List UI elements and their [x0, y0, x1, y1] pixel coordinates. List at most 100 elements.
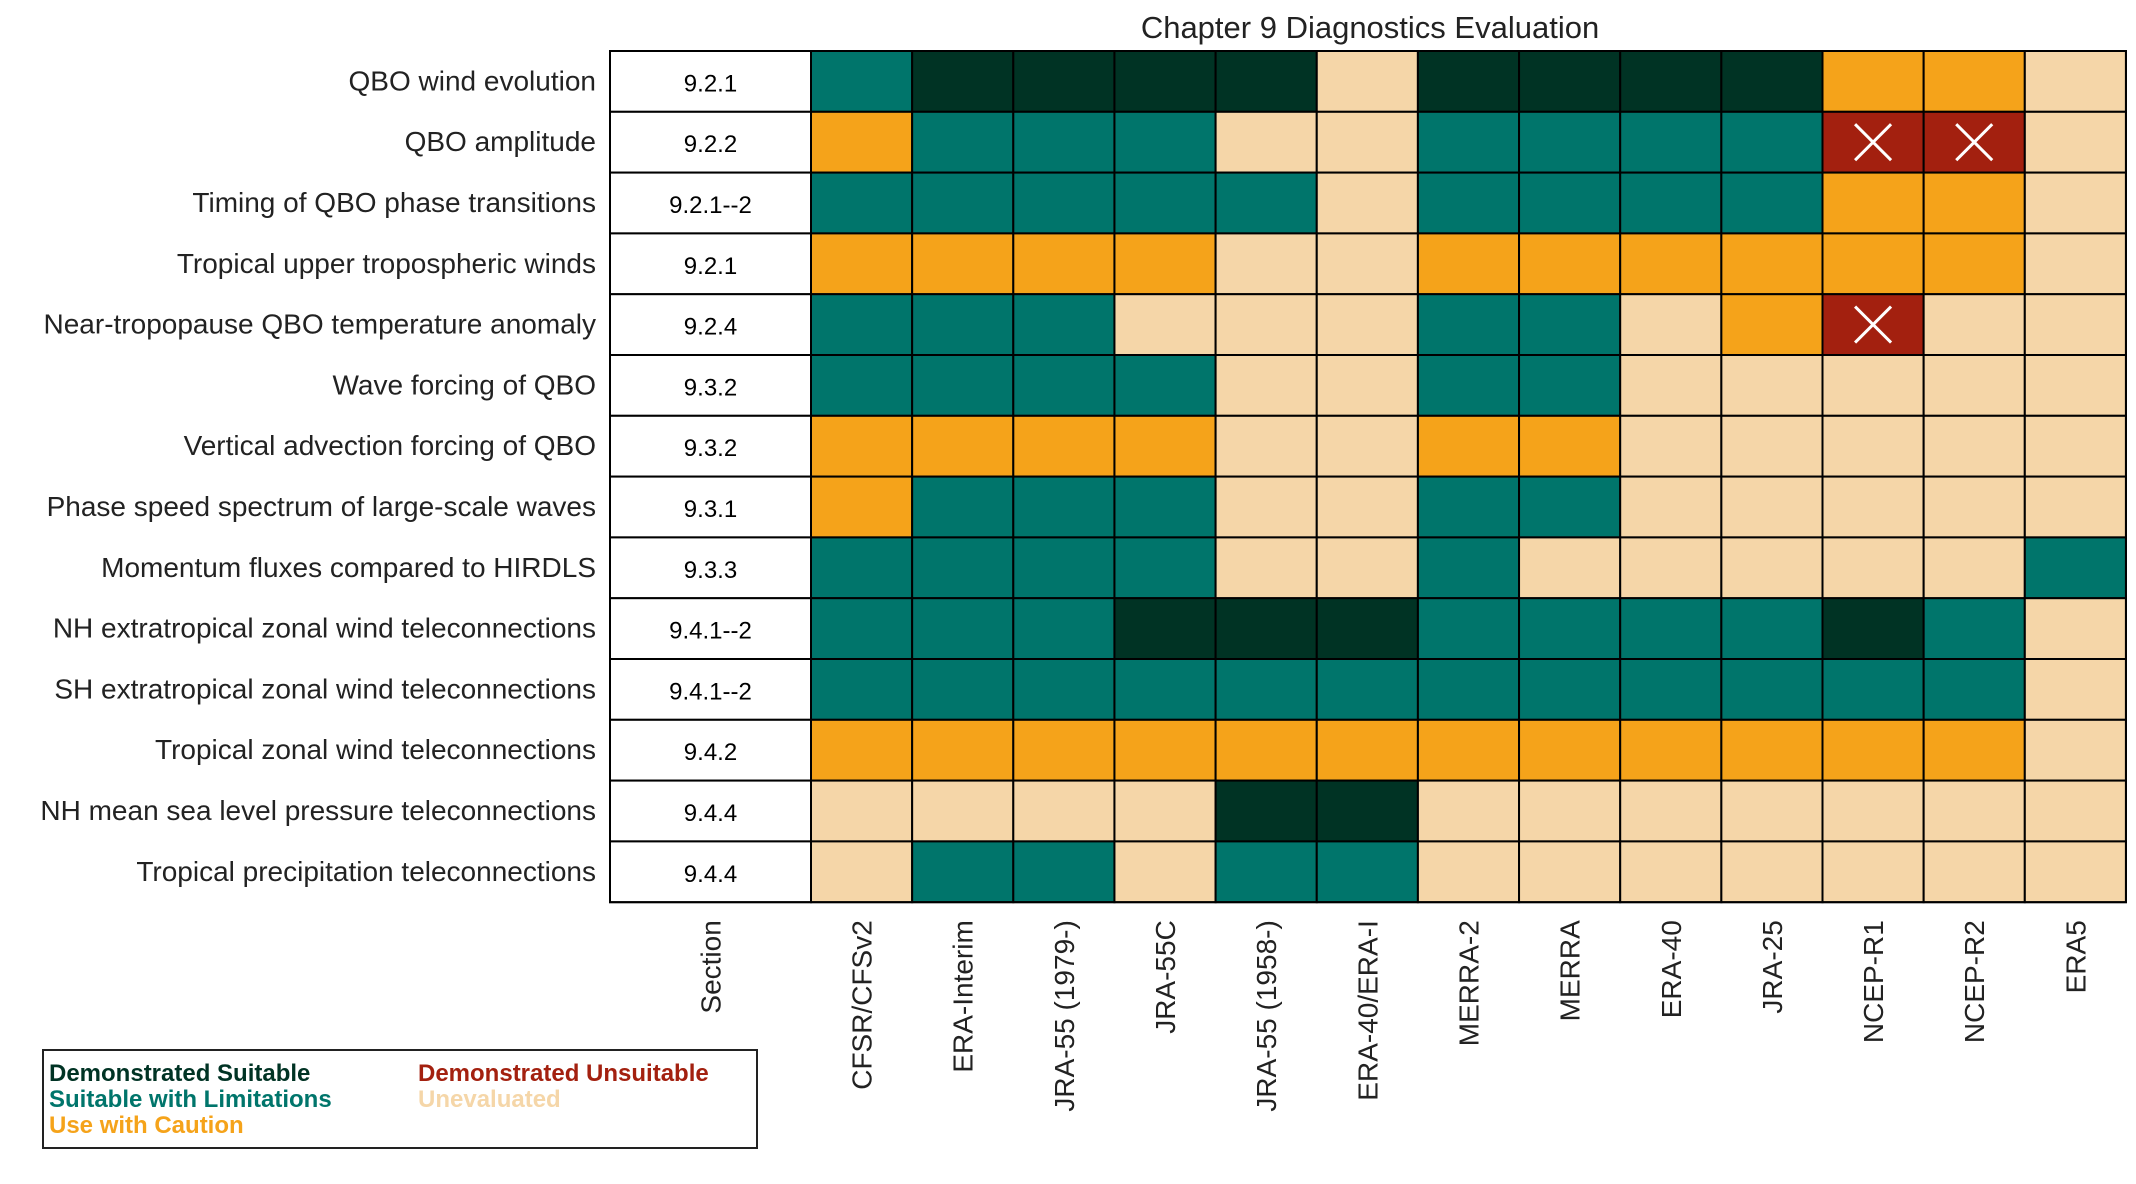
- rating-cell: [1418, 477, 1519, 538]
- rating-cell: [1216, 841, 1317, 902]
- rating-cell: [1317, 781, 1418, 842]
- rating-cell: [1519, 537, 1620, 598]
- row-label: Tropical upper tropospheric winds: [177, 248, 596, 279]
- rating-cell: [1216, 659, 1317, 720]
- rating-cell: [912, 659, 1013, 720]
- rating-cell: [1721, 416, 1822, 477]
- rating-cell: [2025, 598, 2126, 659]
- row-label: QBO wind evolution: [349, 65, 596, 96]
- rating-cell: [1216, 598, 1317, 659]
- rating-cell: [1823, 477, 1924, 538]
- column-label: JRA-25: [1757, 920, 1788, 1013]
- rating-cell: [1721, 355, 1822, 416]
- rating-cell: [1620, 720, 1721, 781]
- section-value: 9.3.3: [684, 557, 737, 584]
- rating-cell: [1418, 720, 1519, 781]
- column-label: JRA-55 (1958-): [1251, 920, 1282, 1111]
- rating-cell: [1823, 173, 1924, 234]
- rating-cell: [1620, 416, 1721, 477]
- rating-cell: [912, 416, 1013, 477]
- rating-cell: [2025, 294, 2126, 355]
- section-value: 9.4.2: [684, 739, 737, 766]
- rating-cell: [1721, 294, 1822, 355]
- rating-cell: [811, 659, 912, 720]
- rating-cell: [1317, 841, 1418, 902]
- rating-cell: [1317, 51, 1418, 112]
- rating-cell: [1013, 355, 1114, 416]
- rating-cell: [912, 173, 1013, 234]
- rating-cell: [1114, 537, 1215, 598]
- row-labels: QBO wind evolutionQBO amplitudeTiming of…: [40, 65, 596, 886]
- rating-cell: [811, 841, 912, 902]
- rating-cell: [912, 112, 1013, 173]
- rating-cell: [1013, 416, 1114, 477]
- rating-cell: [1823, 720, 1924, 781]
- rating-cell: [811, 537, 912, 598]
- chart-title: Chapter 9 Diagnostics Evaluation: [1141, 10, 1599, 45]
- rating-cell: [1721, 173, 1822, 234]
- rating-cell: [1317, 659, 1418, 720]
- rating-cell: [1620, 537, 1721, 598]
- rating-cell: [912, 781, 1013, 842]
- rating-cell: [1721, 659, 1822, 720]
- rating-cell: [1823, 355, 1924, 416]
- rating-cell: [2025, 416, 2126, 477]
- rating-cell: [811, 294, 912, 355]
- rating-cell: [1924, 51, 2025, 112]
- rating-cell: [912, 720, 1013, 781]
- rating-cell: [2025, 537, 2126, 598]
- rating-cell: [1013, 781, 1114, 842]
- rating-cell: [811, 355, 912, 416]
- rating-cell: [1620, 477, 1721, 538]
- rating-cell: [1721, 598, 1822, 659]
- rating-cell: [1114, 173, 1215, 234]
- rating-cell: [1418, 416, 1519, 477]
- column-label: ERA5: [2060, 920, 2091, 993]
- section-value: 9.2.1: [684, 253, 737, 280]
- rating-cell: [1924, 781, 2025, 842]
- rating-cell: [1216, 416, 1317, 477]
- column-label: ERA-40: [1656, 920, 1687, 1018]
- rating-cell: [1013, 659, 1114, 720]
- rating-cell: [1721, 477, 1822, 538]
- rating-cell: [1317, 720, 1418, 781]
- rating-cell: [1317, 598, 1418, 659]
- rating-cell: [912, 841, 1013, 902]
- section-value: 9.4.1--2: [669, 618, 752, 645]
- rating-cell: [912, 537, 1013, 598]
- rating-cell: [1418, 841, 1519, 902]
- rating-cell: [1924, 477, 2025, 538]
- rating-cell: [1823, 659, 1924, 720]
- rating-cell: [811, 477, 912, 538]
- section-value: 9.2.4: [684, 314, 737, 341]
- rating-cell: [1216, 233, 1317, 294]
- rating-cell: [811, 416, 912, 477]
- rating-cell: [1721, 720, 1822, 781]
- rating-cell: [1924, 355, 2025, 416]
- rating-cell: [1114, 294, 1215, 355]
- rating-cell: [1519, 781, 1620, 842]
- rating-cell: [1216, 720, 1317, 781]
- rating-cell: [1418, 659, 1519, 720]
- rating-cell: [1216, 537, 1317, 598]
- rating-cell: [1216, 355, 1317, 416]
- rating-cell: [1418, 294, 1519, 355]
- section-value: 9.2.2: [684, 131, 737, 158]
- rating-cell: [1823, 416, 1924, 477]
- rating-cell: [1013, 477, 1114, 538]
- row-label: Wave forcing of QBO: [333, 369, 597, 400]
- rating-cell: [2025, 841, 2126, 902]
- section-value: 9.3.1: [684, 496, 737, 523]
- rating-cell: [1013, 173, 1114, 234]
- rating-cell: [1013, 51, 1114, 112]
- rating-cell: [1519, 841, 1620, 902]
- rating-cell: [1823, 781, 1924, 842]
- rating-cell: [1721, 51, 1822, 112]
- rating-cell: [1013, 841, 1114, 902]
- row-label: Momentum fluxes compared to HIRDLS: [101, 552, 596, 583]
- section-value: 9.4.1--2: [669, 678, 752, 705]
- legend-entry: Demonstrated Suitable: [49, 1060, 310, 1087]
- rating-cell: [1216, 173, 1317, 234]
- rating-cell: [1924, 659, 2025, 720]
- rating-cell: [811, 112, 912, 173]
